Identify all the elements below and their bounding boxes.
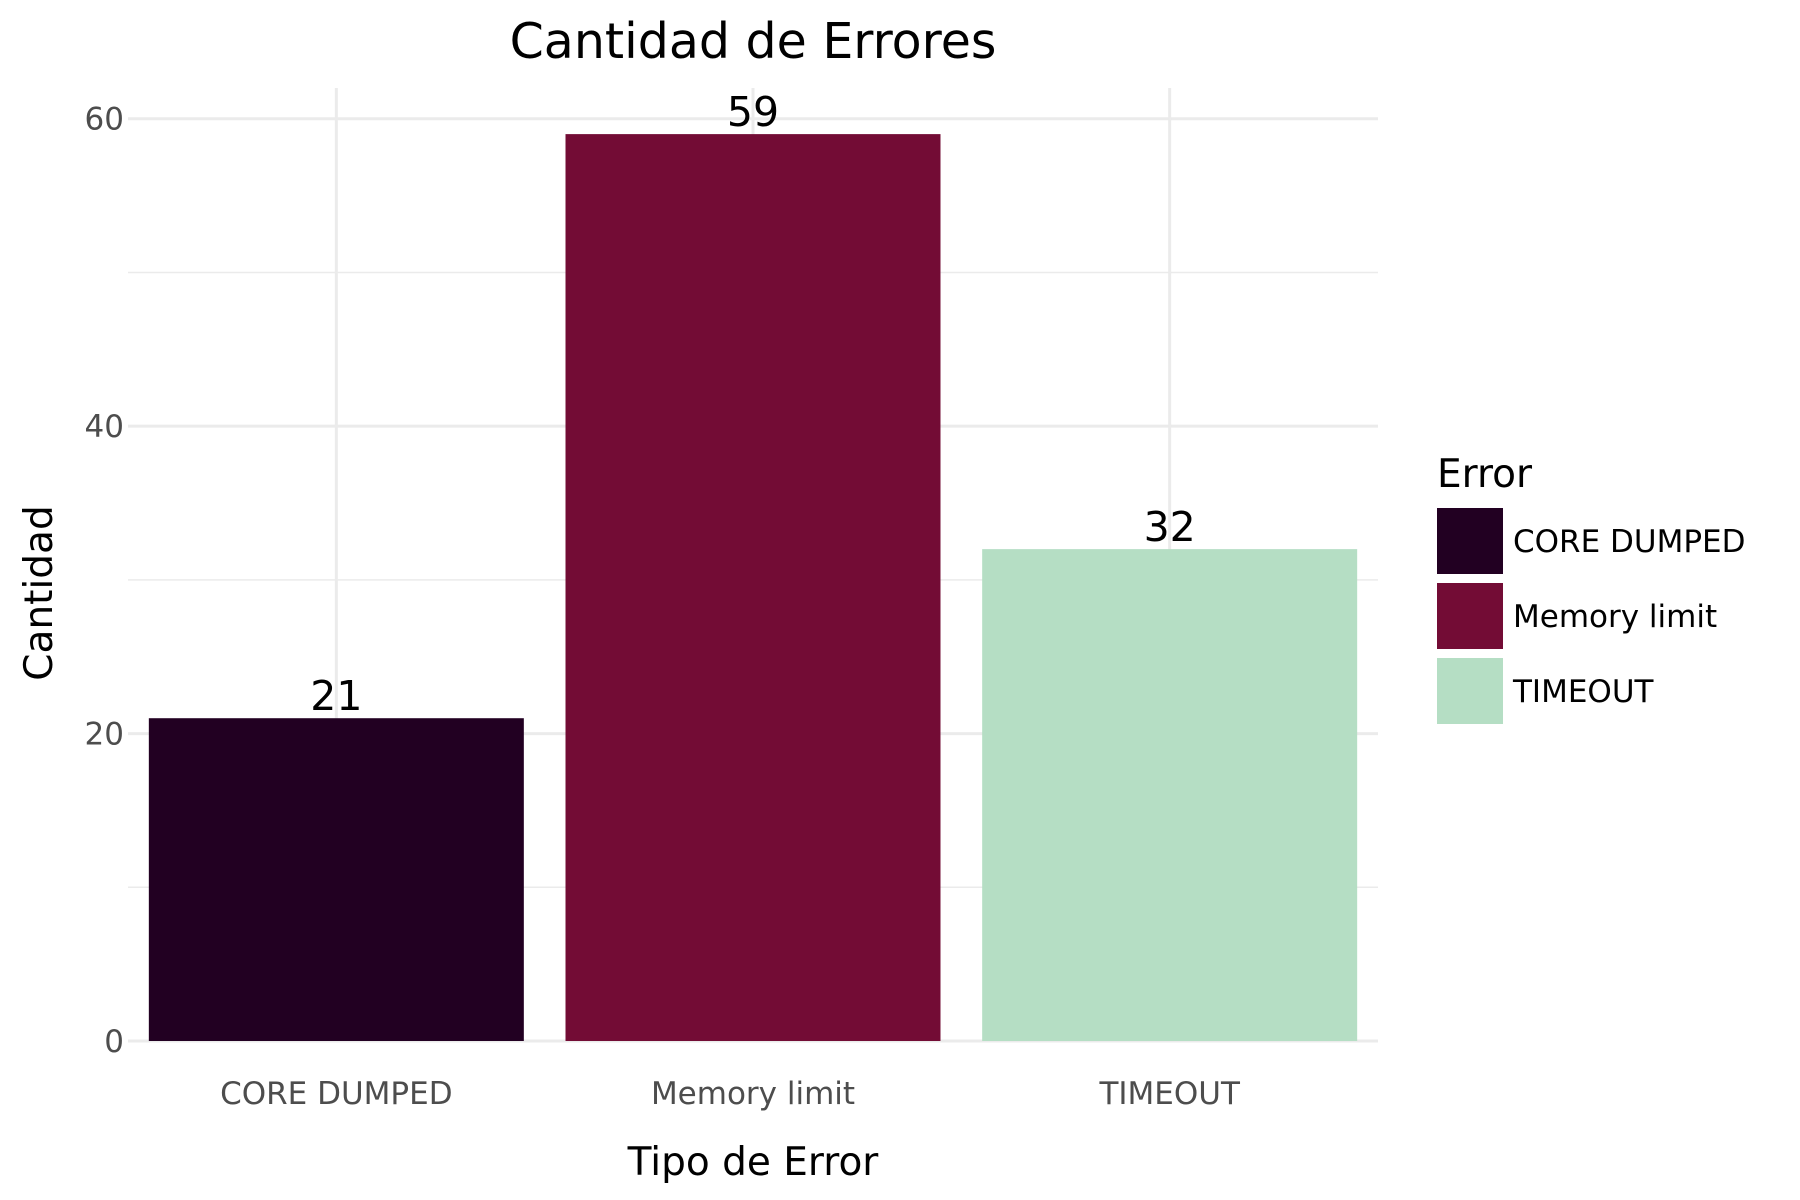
legend-key <box>1437 583 1503 649</box>
y-tick-label: 40 <box>85 409 124 445</box>
y-axis-title: Cantidad <box>17 505 62 680</box>
x-axis-ticks: CORE DUMPED Memory limit TIMEOUT <box>220 1076 1241 1112</box>
legend-label: CORE DUMPED <box>1513 524 1746 560</box>
y-tick-label: 20 <box>85 717 124 753</box>
data-labels: 21 59 32 <box>310 88 1196 720</box>
y-tick-label: 0 <box>104 1024 124 1060</box>
data-label: 59 <box>727 88 779 136</box>
bar-timeout <box>982 549 1358 1041</box>
legend-key <box>1437 658 1503 724</box>
bar-memory-limit <box>565 134 941 1041</box>
legend-label: Memory limit <box>1513 599 1717 635</box>
data-label: 32 <box>1144 503 1196 551</box>
legend-key <box>1437 508 1503 574</box>
legend-label: TIMEOUT <box>1512 674 1655 710</box>
bar-core-dumped <box>148 718 524 1041</box>
x-axis-title: Tipo de Error <box>627 1140 880 1185</box>
y-tick-label: 60 <box>85 102 124 138</box>
y-axis-ticks: 0 20 40 60 <box>85 102 124 1060</box>
chart-title: Cantidad de Errores <box>510 13 997 70</box>
data-label: 21 <box>310 672 362 720</box>
x-tick-label: CORE DUMPED <box>220 1076 453 1112</box>
legend-title: Error <box>1437 452 1533 497</box>
x-tick-label: TIMEOUT <box>1098 1076 1241 1112</box>
bars <box>148 134 1358 1041</box>
legend: Error CORE DUMPED Memory limit TIMEOUT <box>1437 452 1746 724</box>
x-tick-label: Memory limit <box>651 1076 855 1112</box>
